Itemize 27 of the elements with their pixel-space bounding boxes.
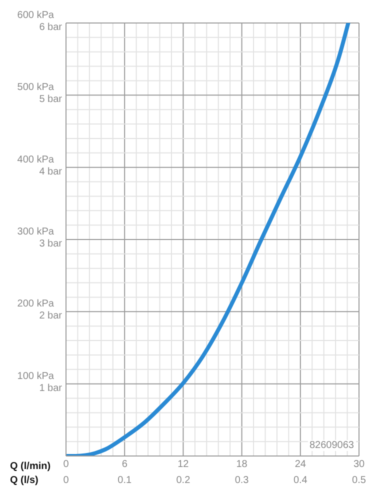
annotation: 82609063 (308, 440, 356, 451)
y-tick-label: 400 kPa (17, 154, 54, 166)
y2-tick-label: 6 bar (39, 22, 63, 33)
y2-tick-label: 3 bar (39, 238, 63, 250)
y-tick-label: 100 kPa (17, 370, 54, 382)
x-tick-label: 30 (353, 459, 365, 470)
x2-tick-label: 0.4 (293, 475, 308, 486)
y-tick-label: 200 kPa (17, 298, 54, 310)
x2-tick-label: 0.3 (234, 475, 250, 486)
x-tick-label: 24 (294, 459, 306, 470)
x2-tick-label: 0.5 (352, 475, 366, 486)
y-tick-label: 500 kPa (17, 82, 54, 94)
y2-tick-label: 1 bar (39, 382, 63, 394)
y2-tick-label: 5 bar (39, 94, 63, 106)
x2-tick-label: 0.2 (176, 475, 191, 486)
x-tick-label: 18 (236, 459, 248, 470)
x-tick-label: 6 (122, 459, 128, 470)
y-tick-label: 600 kPa (17, 10, 54, 21)
x2-tick-label: 0 (63, 475, 70, 486)
x-tick-label: 12 (178, 459, 190, 470)
y-tick-label: 300 kPa (17, 226, 54, 238)
x2-axis-title: Q (l/s) (10, 475, 38, 486)
y2-tick-label: 2 bar (39, 310, 63, 322)
y2-tick-label: 4 bar (39, 166, 63, 178)
x-axis-title: Q (l/min) (10, 461, 51, 472)
x2-tick-label: 0.1 (118, 475, 132, 486)
x-tick-label: 0 (63, 459, 70, 470)
